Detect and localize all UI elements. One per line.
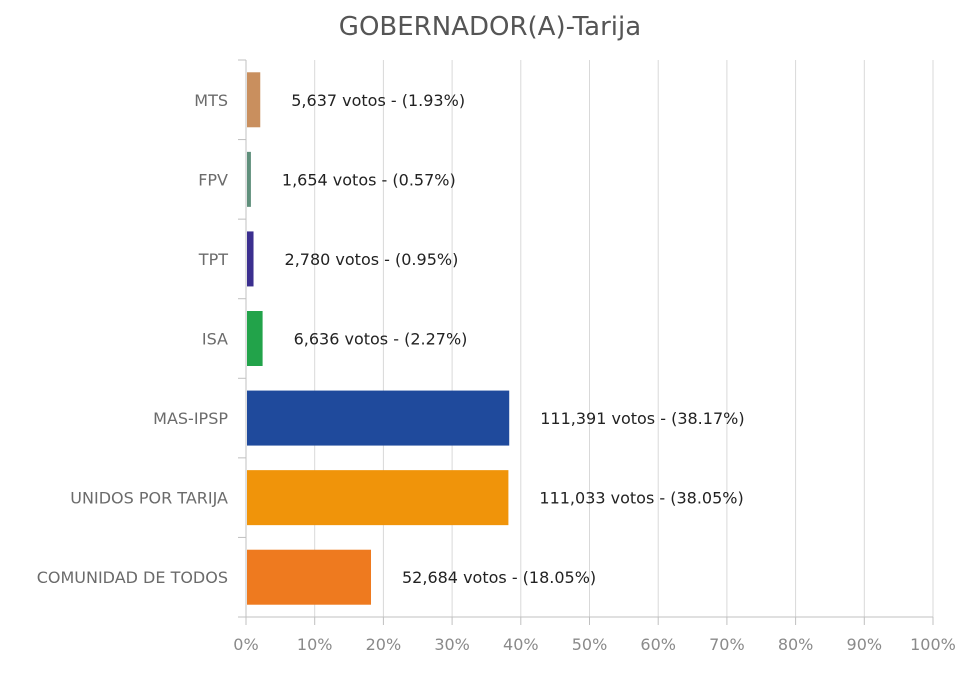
x-tick-label: 0% <box>233 635 258 654</box>
x-tick-labels: 0% 10% 20% 30% 40% 50% 60% 70% 80% 90% 100% <box>233 635 956 654</box>
data-label: 111,033 votos - (38.05%) <box>539 489 743 508</box>
x-tick-label: 100% <box>910 635 956 654</box>
x-tick-label: 10% <box>297 635 333 654</box>
category-label: FPV <box>198 170 228 189</box>
category-label: ISA <box>202 330 228 349</box>
category-label: UNIDOS POR TARIJA <box>70 489 228 508</box>
x-tick-label: 20% <box>366 635 402 654</box>
bar-tpt <box>247 231 254 287</box>
data-labels: 5,637 votos - (1.93%) 1,654 votos - (0.57… <box>282 91 745 587</box>
bar-unidos-por-tarija <box>247 470 509 526</box>
data-label: 52,684 votos - (18.05%) <box>402 568 596 587</box>
data-label: 6,636 votos - (2.27%) <box>294 330 468 349</box>
bar-mas-ipsp <box>247 390 510 446</box>
gridlines <box>314 60 934 617</box>
data-label: 111,391 votos - (38.17%) <box>540 409 744 428</box>
x-tick-label: 40% <box>503 635 539 654</box>
data-label: 5,637 votos - (1.93%) <box>291 91 465 110</box>
x-tick-label: 90% <box>847 635 883 654</box>
data-label: 2,780 votos - (0.95%) <box>285 250 459 269</box>
x-tick-label: 60% <box>640 635 676 654</box>
category-label: COMUNIDAD DE TODOS <box>37 568 228 587</box>
x-tick-label: 30% <box>434 635 470 654</box>
bar-isa <box>247 311 263 366</box>
x-tick-label: 80% <box>778 635 814 654</box>
category-label: TPT <box>198 250 228 269</box>
x-tick-label: 70% <box>709 635 745 654</box>
bar-fpv <box>247 151 251 207</box>
bar-comunidad-de-todos <box>247 549 372 605</box>
chart-title: GOBERNADOR(A)-Tarija <box>338 12 642 42</box>
bar-mts <box>247 72 261 128</box>
bars <box>247 72 510 605</box>
category-label: MAS-IPSP <box>153 409 228 428</box>
category-label: MTS <box>194 91 228 110</box>
x-tick-label: 50% <box>572 635 608 654</box>
data-label: 1,654 votos - (0.57%) <box>282 170 456 189</box>
category-labels: MTS FPV TPT ISA MAS-IPSP UNIDOS POR TARIJA COM… <box>37 91 229 587</box>
axes <box>238 59 934 625</box>
